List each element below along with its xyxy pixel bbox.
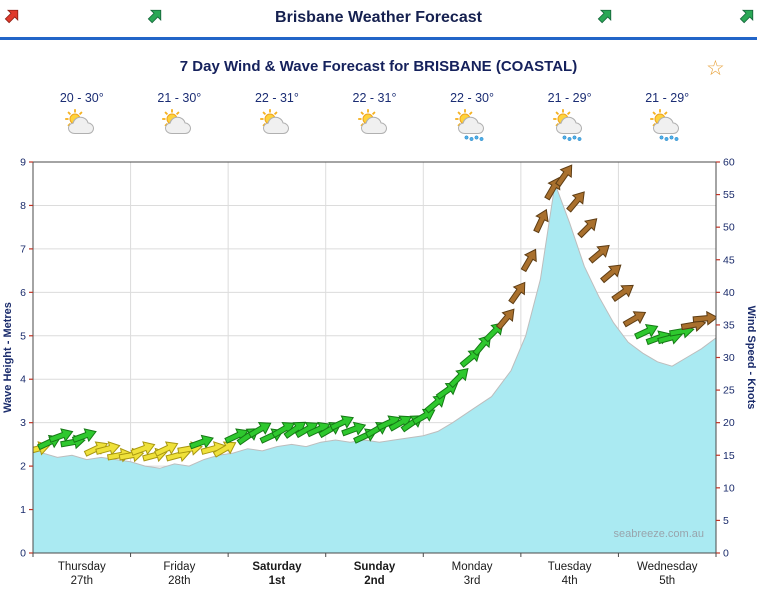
- left-axis-title: Wave Height - Metres: [2, 302, 14, 413]
- day-name-label: Friday: [163, 561, 195, 573]
- wind-arrow: [71, 428, 97, 443]
- sun-cloud-icon: [355, 108, 395, 142]
- day-name-label: Wednesday: [637, 561, 698, 573]
- day-date-label: 28th: [168, 575, 190, 587]
- wind-arrow: [154, 441, 179, 457]
- green-arrow-icon[interactable]: [739, 7, 756, 24]
- left-tick-label: 2: [20, 461, 26, 473]
- day-name-label: Sunday: [354, 561, 396, 573]
- wind-arrow: [48, 428, 74, 443]
- wind-arrow: [247, 422, 272, 439]
- left-tick-label: 6: [20, 287, 26, 299]
- wind-arrow: [692, 310, 716, 326]
- right-tick-label: 10: [723, 482, 735, 494]
- wind-arrow: [577, 218, 598, 239]
- left-tick-label: 4: [20, 374, 26, 386]
- wind-arrow: [495, 308, 515, 330]
- wind-arrow: [424, 394, 446, 414]
- left-tick-label: 3: [20, 417, 26, 429]
- wind-arrow: [130, 441, 156, 456]
- right-tick-label: 30: [723, 352, 735, 364]
- right-tick-label: 35: [723, 319, 735, 331]
- right-tick-label: 60: [723, 157, 735, 169]
- wind-arrow: [634, 324, 659, 340]
- wind-arrow: [329, 415, 355, 431]
- right-tick-label: 55: [723, 189, 735, 201]
- wind-arrow: [588, 244, 610, 264]
- right-axis-title: Wind Speed - Knots: [745, 306, 757, 410]
- wind-arrow: [448, 367, 469, 389]
- day-temperature: 21 - 30°: [157, 91, 202, 105]
- day-date-label: 4th: [562, 575, 578, 587]
- sun-cloud-icon: [257, 108, 297, 142]
- left-tick-label: 1: [20, 504, 26, 516]
- wind-arrow: [555, 164, 573, 188]
- wave-height-line: [33, 181, 716, 469]
- day-name-label: Saturday: [252, 561, 302, 573]
- wind-arrow: [212, 441, 237, 458]
- right-tick-label: 15: [723, 450, 735, 462]
- day-date-label: 1st: [269, 575, 286, 587]
- day-date-label: 3rd: [464, 575, 481, 587]
- sun-cloud-showers-icon: [452, 108, 492, 142]
- right-tick-label: 20: [723, 417, 735, 429]
- wind-arrow: [533, 208, 549, 234]
- wind-arrow: [341, 421, 367, 437]
- wind-arrow: [611, 284, 634, 303]
- day-temperature: 22 - 30°: [450, 91, 495, 105]
- wind-arrow: [508, 281, 526, 305]
- green-arrow-icon[interactable]: [597, 7, 614, 24]
- day-name-label: Tuesday: [548, 561, 592, 573]
- left-tick-label: 5: [20, 330, 26, 342]
- left-tick-label: 8: [20, 200, 26, 212]
- right-tick-label: 50: [723, 222, 735, 234]
- wind-arrow: [600, 264, 622, 284]
- sun-cloud-showers-icon: [550, 108, 590, 142]
- green-arrow-icon[interactable]: [147, 7, 164, 24]
- day-temperature: 21 - 29°: [645, 91, 690, 105]
- wind-arrow: [283, 421, 307, 439]
- sun-cloud-showers-icon: [647, 108, 687, 142]
- day-date-label: 5th: [659, 575, 675, 587]
- day-temperature: 22 - 31°: [254, 91, 299, 105]
- day-name-label: Thursday: [58, 561, 106, 573]
- right-tick-label: 45: [723, 254, 735, 266]
- right-tick-label: 40: [723, 287, 735, 299]
- wind-arrow: [188, 434, 214, 450]
- wind-arrow: [411, 408, 436, 426]
- wind-arrows-layer: [33, 164, 716, 463]
- right-tick-label: 0: [723, 548, 729, 560]
- red-arrow-icon[interactable]: [4, 7, 21, 24]
- wind-arrow: [520, 248, 537, 273]
- chart-title: 7 Day Wind & Wave Forecast for BRISBANE …: [179, 58, 578, 75]
- wind-arrow: [622, 311, 647, 328]
- right-tick-label: 25: [723, 385, 735, 397]
- left-tick-label: 0: [20, 548, 26, 560]
- watermark: seabreeze.com.au: [614, 528, 705, 540]
- left-tick-label: 9: [20, 157, 26, 169]
- day-name-label: Monday: [452, 561, 493, 573]
- day-date-label: 2nd: [364, 575, 384, 587]
- left-tick-label: 7: [20, 243, 26, 255]
- day-temperature: 22 - 31°: [352, 91, 397, 105]
- day-temperature: 21 - 29°: [547, 91, 592, 105]
- wave-height-area: [33, 183, 716, 553]
- day-temperature: 20 - 30°: [59, 91, 104, 105]
- right-tick-label: 5: [723, 515, 729, 527]
- page-title: Brisbane Weather Forecast: [275, 9, 482, 26]
- sun-cloud-icon: [62, 108, 102, 142]
- day-date-label: 27th: [71, 575, 93, 587]
- sun-cloud-icon: [159, 108, 199, 142]
- header-divider: [0, 37, 757, 40]
- favorite-star-icon[interactable]: ☆: [706, 57, 725, 80]
- wind-arrow: [566, 191, 585, 213]
- wind-arrow: [95, 441, 121, 456]
